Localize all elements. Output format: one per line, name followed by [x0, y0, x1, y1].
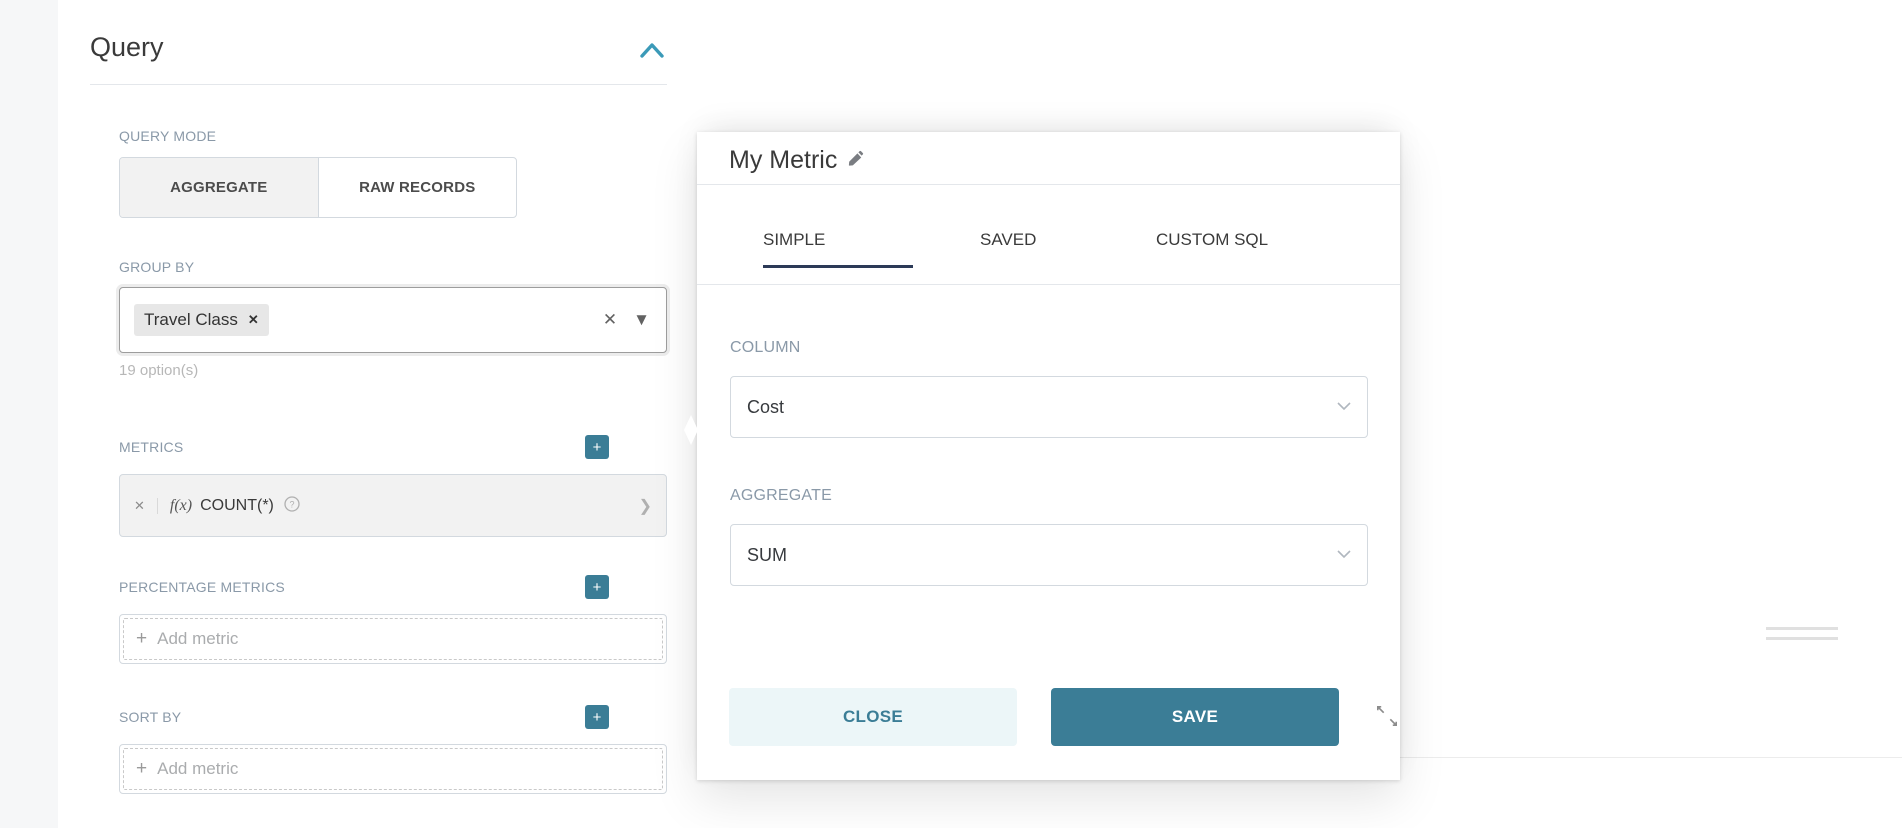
svg-text:?: ? — [289, 499, 294, 509]
